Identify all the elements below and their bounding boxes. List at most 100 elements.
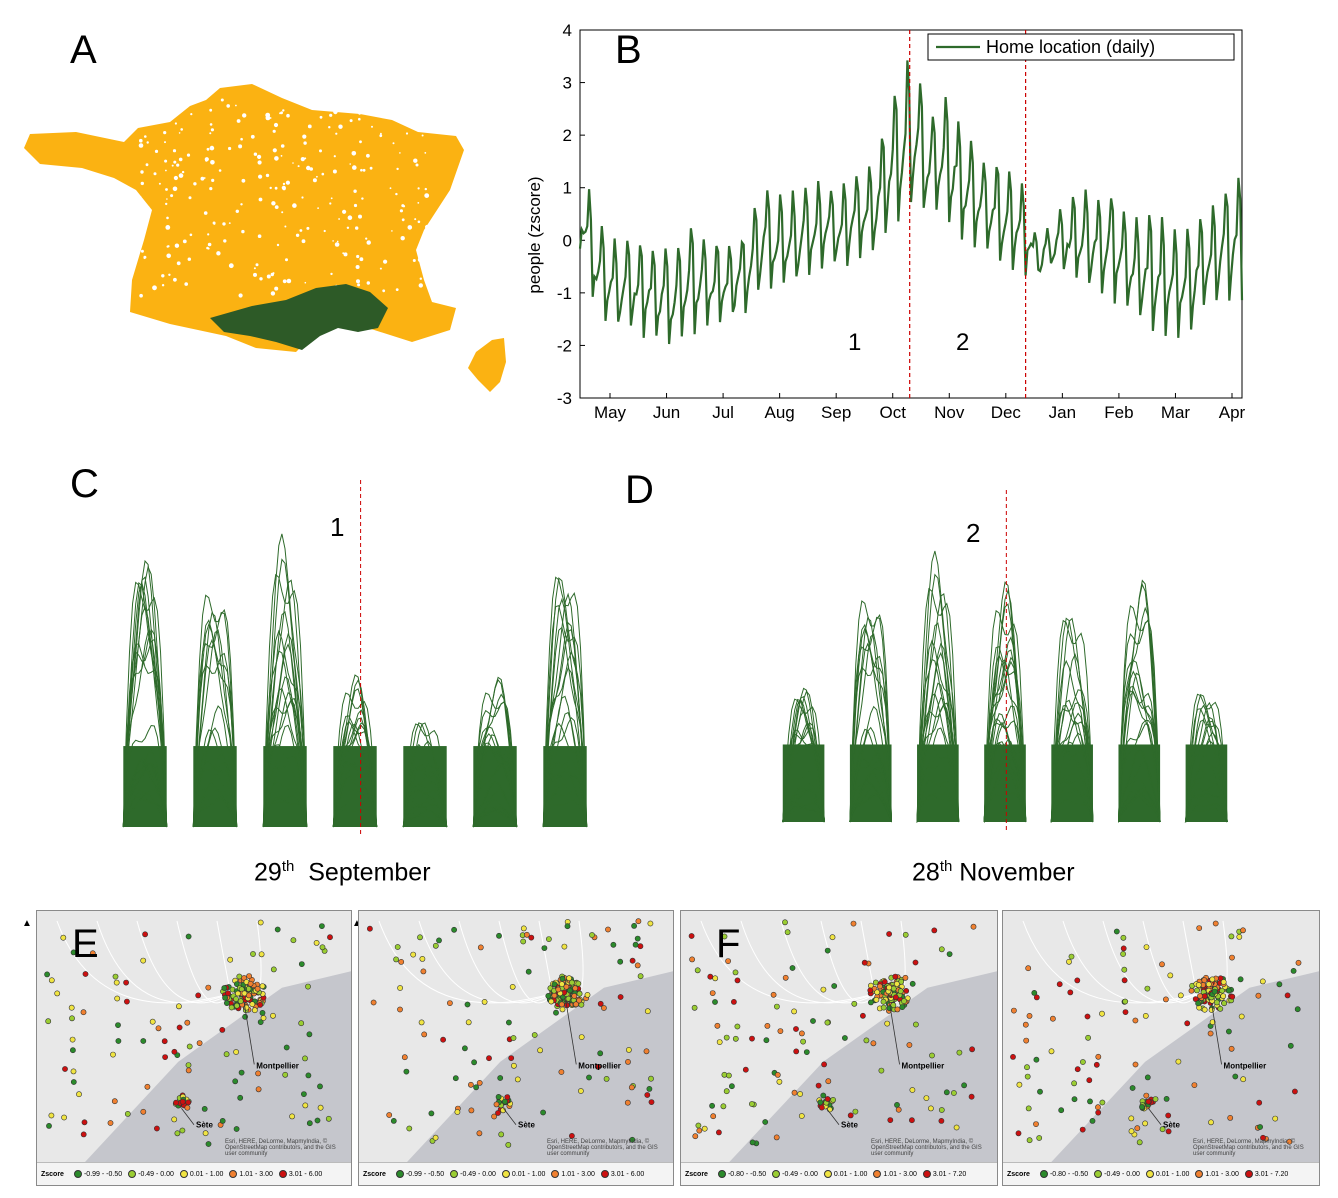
legend-label: Home location (daily) (986, 37, 1155, 57)
map-point (782, 974, 789, 981)
map-point (259, 1010, 266, 1016)
profile-line (192, 611, 238, 828)
map-speckle (255, 263, 259, 267)
map-speckle (173, 277, 177, 282)
profile-line (1118, 788, 1161, 823)
map-speckle (274, 286, 279, 291)
map-point (195, 992, 202, 999)
profile-line (262, 724, 308, 828)
map-point (111, 1098, 118, 1105)
map-point (899, 1004, 906, 1010)
map-speckle (380, 132, 382, 135)
map-point (874, 989, 880, 996)
map-point (624, 1099, 631, 1106)
profile-line (849, 758, 892, 823)
map-speckle (306, 165, 311, 171)
map-point (154, 1125, 160, 1132)
map-point (909, 1087, 916, 1093)
map-point (144, 1083, 151, 1090)
map-point (418, 1019, 425, 1026)
map-speckle (347, 215, 353, 220)
map-point (1086, 1077, 1093, 1084)
map-point (1033, 994, 1040, 1001)
map-e-1: Montpellier Sète Esri, HERE, DeLorme, Mapm… (36, 910, 352, 1186)
map-point (1071, 1080, 1077, 1087)
map-speckle (419, 114, 425, 119)
map-point (1208, 1119, 1214, 1126)
map-speckle (342, 209, 347, 214)
map-point (943, 1089, 950, 1096)
day-profile (122, 559, 168, 828)
map-speckle (189, 233, 193, 237)
legend-item: 0.01 - 1.00 (179, 1170, 223, 1178)
profile-line (402, 723, 448, 828)
map-point (471, 1059, 477, 1066)
map-point (290, 937, 297, 944)
map-point (495, 1093, 502, 1100)
map-point (876, 983, 883, 990)
map-point (782, 919, 788, 926)
map-point (568, 1132, 575, 1139)
map-speckle (301, 196, 304, 199)
callout-line (889, 1003, 900, 1065)
map-speckle (292, 162, 294, 164)
map-point (45, 1018, 52, 1025)
map-point (637, 973, 644, 980)
legend-item: 1.01 - 3.00 (551, 1170, 595, 1178)
profile-line (983, 588, 1027, 823)
map-point (1142, 1120, 1148, 1127)
map-point (617, 994, 624, 1000)
profile-line (1185, 765, 1228, 823)
map-point (298, 961, 305, 967)
profile-line (542, 577, 588, 828)
map-speckle (187, 257, 191, 261)
map-point (1194, 987, 1200, 994)
map-point (824, 1019, 831, 1026)
map-point (1159, 961, 1165, 968)
map-speckle (162, 112, 166, 115)
map-point (486, 1055, 492, 1062)
series-home-location (578, 60, 1244, 345)
map-speckle (165, 188, 168, 191)
map-point (820, 1092, 827, 1099)
map-point (1196, 925, 1203, 931)
map-point (938, 1117, 945, 1124)
map-point (559, 1006, 566, 1013)
profile-line (983, 792, 1027, 823)
profile-line (472, 701, 518, 828)
occitanie-region (210, 284, 388, 350)
map-point (1272, 1115, 1279, 1122)
profile-line (332, 760, 378, 828)
map-speckle (228, 222, 231, 225)
map-point (610, 941, 617, 948)
map-speckle (343, 252, 348, 257)
map-point (859, 1012, 866, 1019)
map-point (1132, 1061, 1139, 1068)
map-speckle (349, 163, 352, 165)
map-point (831, 983, 838, 989)
map-canvas: Montpellier Sète (681, 911, 997, 1163)
map-speckle (228, 146, 232, 151)
map-point (712, 999, 718, 1005)
map-speckle (295, 233, 300, 237)
map-speckle (265, 173, 270, 178)
map-speckle (338, 124, 343, 129)
map-speckle (402, 205, 406, 208)
map-speckle (220, 98, 224, 102)
map-point (1050, 1015, 1056, 1022)
map-point (595, 1063, 601, 1070)
map-speckle (140, 181, 144, 186)
map-point (185, 1067, 192, 1074)
profile-line (983, 765, 1027, 823)
profile-line (849, 767, 892, 823)
map-speckle (242, 113, 247, 118)
x-tick-label: Sep (821, 403, 851, 422)
map-point (820, 986, 827, 993)
map-speckle (316, 175, 318, 178)
map-speckle (236, 119, 241, 123)
map-speckle (222, 222, 226, 226)
day-profile (916, 550, 960, 823)
map-point (1010, 1007, 1017, 1014)
map-point (149, 1018, 156, 1025)
profile-line (542, 722, 588, 828)
